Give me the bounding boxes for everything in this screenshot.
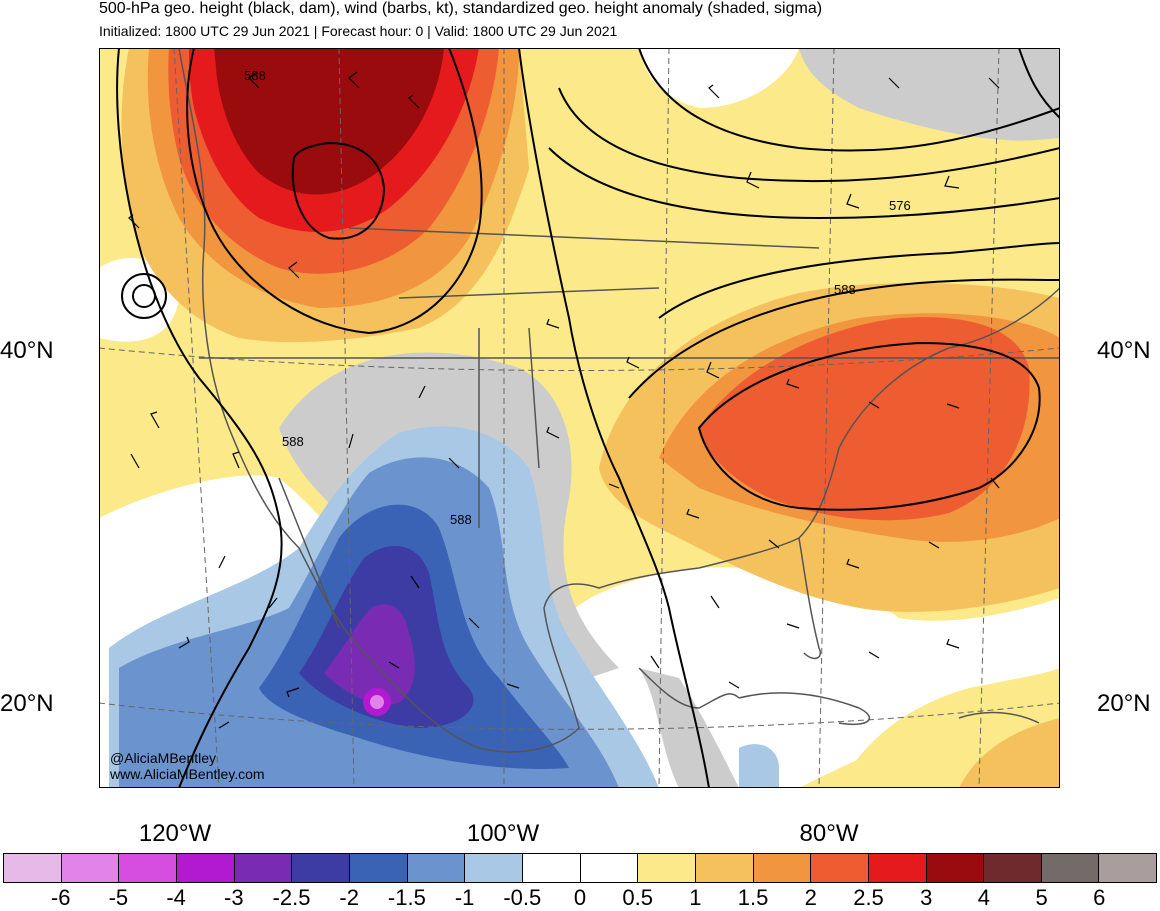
chart-title: 500-hPa geo. height (black, dam), wind (…	[99, 0, 823, 17]
map-svg: 588 576 588 588 588	[99, 48, 1060, 788]
contour-label: 576	[889, 198, 911, 213]
colorbar	[3, 853, 1157, 883]
contour-588-center	[518, 48, 710, 788]
north-yellow-band	[519, 48, 1060, 408]
wind-barbs	[128, 71, 1000, 729]
colorbar-tick-label: 4	[977, 885, 991, 910]
contour-588-west	[116, 48, 283, 788]
colorbar-swatch	[522, 854, 581, 882]
colorbar-tick-label: 0.5	[622, 885, 653, 910]
colorbar-swatch	[349, 854, 408, 882]
credit-twitter: @AliciaMBentley	[110, 750, 217, 766]
contour-582	[658, 242, 1060, 319]
trough-anomaly-35	[370, 695, 384, 709]
gray-region-canada	[799, 48, 1060, 141]
lat-label-40n-left: 40°N	[0, 337, 54, 364]
colorbar-swatch	[638, 854, 696, 882]
colorbar-swatch	[176, 854, 235, 882]
contour-label: 588	[450, 512, 472, 527]
colorbar-tick-label: -5	[108, 885, 129, 910]
colorbar-swatch	[580, 854, 639, 882]
colorbar-tick-label: 1.5	[737, 885, 769, 910]
caribbean-anomaly	[739, 744, 779, 788]
neutral-region-north	[639, 48, 799, 108]
colorbar-swatch	[926, 854, 985, 882]
contour-label: 588	[244, 68, 266, 83]
colorbar-tick-label: -2.5	[272, 885, 311, 910]
map-frame	[99, 48, 1060, 788]
chart-subtitle: Initialized: 1800 UTC 29 Jun 2021 | Fore…	[99, 23, 618, 39]
lon-label-80w: 80°W	[799, 820, 859, 847]
colorbar-swatch	[4, 854, 62, 882]
contour-label: 588	[282, 434, 304, 449]
graticule	[99, 48, 1060, 788]
contour-570-north	[638, 48, 1060, 152]
contour-cutoff-low-inner	[132, 284, 156, 308]
contour-cutoff-low	[121, 273, 167, 319]
colorbar-swatch	[811, 854, 869, 882]
colorbar-tick-label: 5	[1035, 885, 1048, 910]
colorbar-swatch	[984, 854, 1042, 882]
colorbar-tick-label: -0.5	[503, 885, 542, 910]
contour-576	[548, 147, 1060, 220]
colorbar-swatch	[868, 854, 927, 882]
contour-588-east	[628, 278, 1060, 399]
contour-594-east	[697, 341, 1041, 511]
colorbar-swatch	[1041, 854, 1100, 882]
colorbar-swatch	[407, 854, 466, 882]
colorbar-swatch	[234, 854, 293, 882]
lon-label-120w: 120°W	[138, 820, 212, 847]
colorbar-tick-label: -3	[224, 885, 244, 910]
lon-label-100w: 100°W	[466, 820, 540, 847]
colorbar-tick-label: -4	[166, 885, 186, 910]
colorbar-swatch	[119, 854, 177, 882]
colorbar-swatch	[292, 854, 350, 882]
caribbean-orange	[959, 718, 1060, 788]
colorbar-swatch	[695, 854, 754, 882]
coastlines	[178, 48, 1060, 753]
colorbar-tick-label: 3	[920, 885, 933, 910]
colorbar-tick-label: 6	[1093, 885, 1106, 910]
lat-label-40n-right: 40°N	[1097, 337, 1151, 364]
colorbar-swatch	[1099, 854, 1157, 882]
colorbar-tick-label: 0	[573, 885, 587, 910]
colorbar-tick-label: 1	[689, 885, 702, 910]
lat-label-20n-right: 20°N	[1097, 690, 1151, 717]
contour-labels: 588 576 588 588 588	[244, 68, 911, 527]
credit-website: www.AliciaMBentley.com	[110, 766, 265, 782]
height-contours	[116, 48, 1060, 788]
contour-label: 588	[834, 282, 856, 297]
trough-anomaly-25	[324, 604, 415, 705]
contour-594-ridge	[186, 48, 483, 335]
contour-600-ridge	[291, 141, 386, 240]
colorbar-tick-label: -1.5	[387, 885, 426, 910]
colorbar-swatch	[465, 854, 523, 882]
contour-564	[1018, 48, 1060, 119]
map-panel: 588 576 588 588 588 @AliciaMBentley www.…	[99, 48, 1060, 788]
colorbar-swatch	[753, 854, 812, 882]
colorbar-swatch	[61, 854, 120, 882]
colorbar-tick-label: -1	[454, 885, 475, 910]
lat-label-20n-left: 20°N	[0, 690, 54, 717]
colorbar-tick-label: 2.5	[853, 885, 884, 910]
colorbar-tick-label: -2	[339, 885, 359, 910]
contour-573	[558, 87, 1060, 183]
colorbar-tick-label: -6	[50, 885, 71, 910]
colorbar-tick-label: 2	[804, 885, 817, 910]
east-anomaly-2	[699, 317, 1030, 521]
ridge-anomaly-3	[214, 48, 444, 195]
